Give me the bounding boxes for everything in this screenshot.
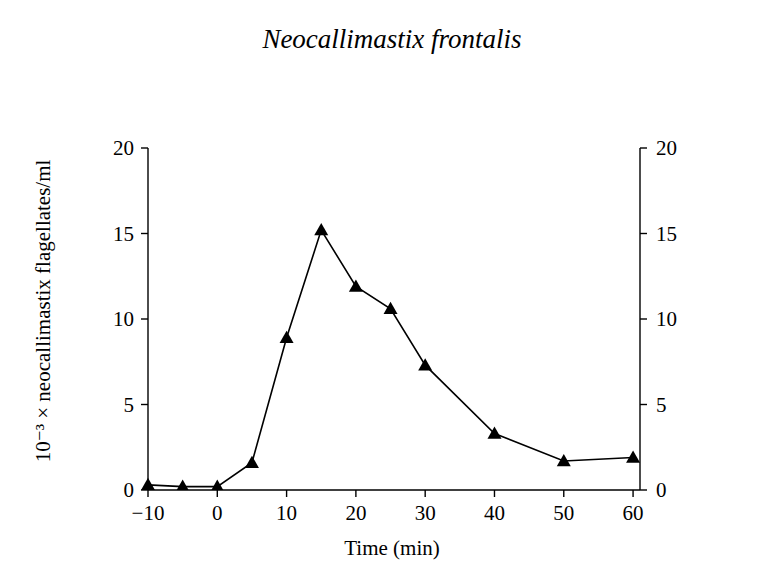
y-tick xyxy=(141,318,148,319)
y-tick xyxy=(141,147,148,148)
x-tick xyxy=(424,490,425,497)
x-tick xyxy=(286,490,287,497)
y2-tick-label: 10 xyxy=(656,307,677,331)
x-tick xyxy=(147,490,148,497)
x-tick-label: 0 xyxy=(212,501,223,525)
x-tick-label: 60 xyxy=(623,501,644,525)
x-tick-label: 20 xyxy=(345,501,366,525)
y-tick xyxy=(141,404,148,405)
x-tick xyxy=(563,490,564,497)
y-tick-label: 5 xyxy=(124,393,135,417)
data-point xyxy=(487,427,501,439)
y2-tick xyxy=(640,147,647,148)
data-point xyxy=(384,302,398,314)
y2-tick xyxy=(640,489,647,490)
data-point xyxy=(626,451,640,463)
data-point xyxy=(176,480,190,490)
y2-tick xyxy=(640,318,647,319)
y-tick-label: 20 xyxy=(113,136,134,160)
data-point xyxy=(314,223,328,235)
x-tick-label: 50 xyxy=(553,501,574,525)
data-point xyxy=(210,480,224,490)
chart-container: Neocallimastix frontalis−100102030405060… xyxy=(0,0,762,582)
y2-tick-label: 20 xyxy=(656,136,677,160)
data-point xyxy=(557,454,571,466)
y2-tick xyxy=(640,233,647,234)
y2-tick xyxy=(640,404,647,405)
y-tick-label: 0 xyxy=(124,478,135,502)
y2-tick-label: 0 xyxy=(656,478,667,502)
y2-tick-label: 5 xyxy=(656,393,667,417)
x-tick xyxy=(217,490,218,497)
x-tick-label: 10 xyxy=(276,501,297,525)
data-point xyxy=(245,456,259,468)
plot-area xyxy=(141,223,640,490)
y-axis-label: 10⁻³ × neocallimastix flagellates/ml xyxy=(31,159,55,462)
data-line xyxy=(148,230,633,487)
x-tick xyxy=(355,490,356,497)
y2-tick-label: 15 xyxy=(656,222,677,246)
x-axis-label: Time (min) xyxy=(344,536,439,560)
chart: Neocallimastix frontalis−100102030405060… xyxy=(0,0,762,582)
x-tick-label: 40 xyxy=(484,501,505,525)
x-tick-label: −10 xyxy=(132,501,165,525)
x-tick-label: 30 xyxy=(415,501,436,525)
axes xyxy=(141,148,647,497)
data-point xyxy=(418,358,432,370)
y-tick xyxy=(141,233,148,234)
data-point xyxy=(141,478,155,490)
y-tick-label: 10 xyxy=(113,307,134,331)
x-tick xyxy=(494,490,495,497)
title: Neocallimastix frontalis xyxy=(261,24,521,54)
x-tick xyxy=(632,490,633,497)
y-tick-label: 15 xyxy=(113,222,134,246)
data-point xyxy=(349,280,363,292)
data-point xyxy=(280,331,294,343)
